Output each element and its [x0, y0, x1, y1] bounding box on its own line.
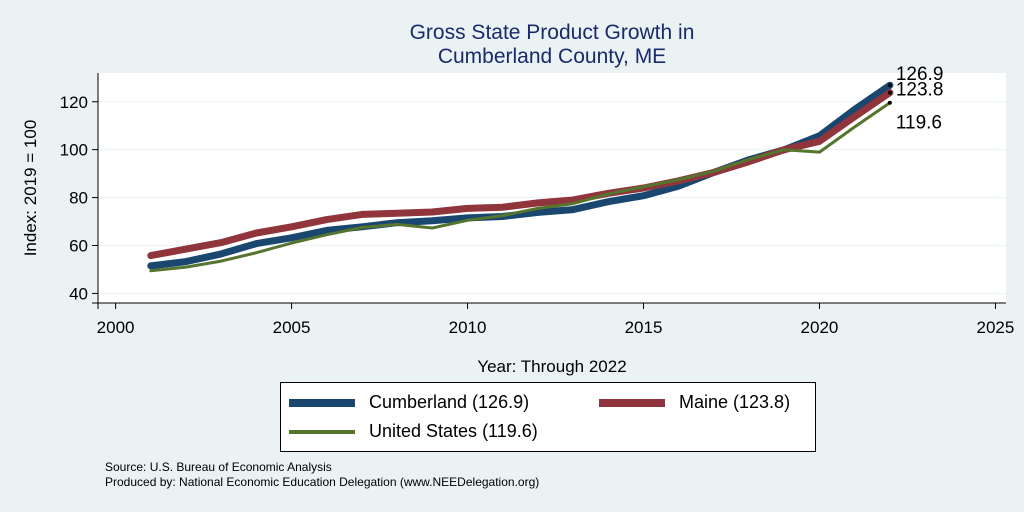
legend: Cumberland (126.9) Maine (123.8) United …	[280, 382, 816, 452]
tick-label-x-2010: 2010	[449, 318, 487, 337]
legend-label-maine: Maine (123.8)	[679, 392, 791, 412]
grid-lines	[98, 101, 1006, 294]
axes: 40 60 80 100 120 2000 2005 2010 2015 2020 2025	[60, 73, 1015, 337]
series-layer	[147, 81, 894, 273]
tick-label-y-80: 80	[69, 189, 88, 208]
legend-swatch-maine	[599, 398, 665, 407]
tick-label-x-2025: 2025	[977, 318, 1015, 337]
end-marker-united-states	[887, 100, 892, 105]
legend-item-cumberland: Cumberland (126.9)	[289, 392, 529, 413]
end-label-cumberland: 126.9	[896, 64, 944, 85]
tick-label-x-2000: 2000	[97, 318, 135, 337]
tick-label-x-2005: 2005	[273, 318, 311, 337]
tick-label-y-60: 60	[69, 237, 88, 256]
source-note: Source: U.S. Bureau of Economic Analysis	[105, 460, 332, 474]
legend-item-united-states: United States (119.6)	[289, 421, 538, 442]
tick-label-y-40: 40	[69, 284, 88, 303]
chart-title-line-2: Cumberland County, ME	[437, 45, 667, 68]
y-axis-title: Index: 2019 = 100	[21, 120, 40, 257]
tick-label-y-120: 120	[60, 93, 88, 112]
producer-note: Produced by: National Economic Education…	[105, 475, 540, 489]
legend-swatch-cumberland	[289, 398, 355, 407]
tick-label-x-2020: 2020	[801, 318, 839, 337]
tick-label-x-2015: 2015	[625, 318, 663, 337]
end-marker-maine	[887, 90, 892, 95]
tick-label-y-100: 100	[60, 141, 88, 160]
legend-swatch-united-states	[289, 429, 355, 434]
end-marker-cumberland	[887, 83, 892, 88]
end-label-united-states: 119.6	[896, 113, 942, 134]
end-label-maine: 123.8	[896, 80, 944, 101]
legend-item-maine: Maine (123.8)	[599, 392, 790, 413]
x-axis-title: Year: Through 2022	[477, 357, 626, 376]
series-line-united-states	[149, 101, 892, 273]
chart-title-line-1: Gross State Product Growth in	[409, 21, 695, 44]
legend-label-cumberland: Cumberland (126.9)	[369, 392, 530, 412]
legend-label-united-states: United States (119.6)	[369, 421, 538, 441]
